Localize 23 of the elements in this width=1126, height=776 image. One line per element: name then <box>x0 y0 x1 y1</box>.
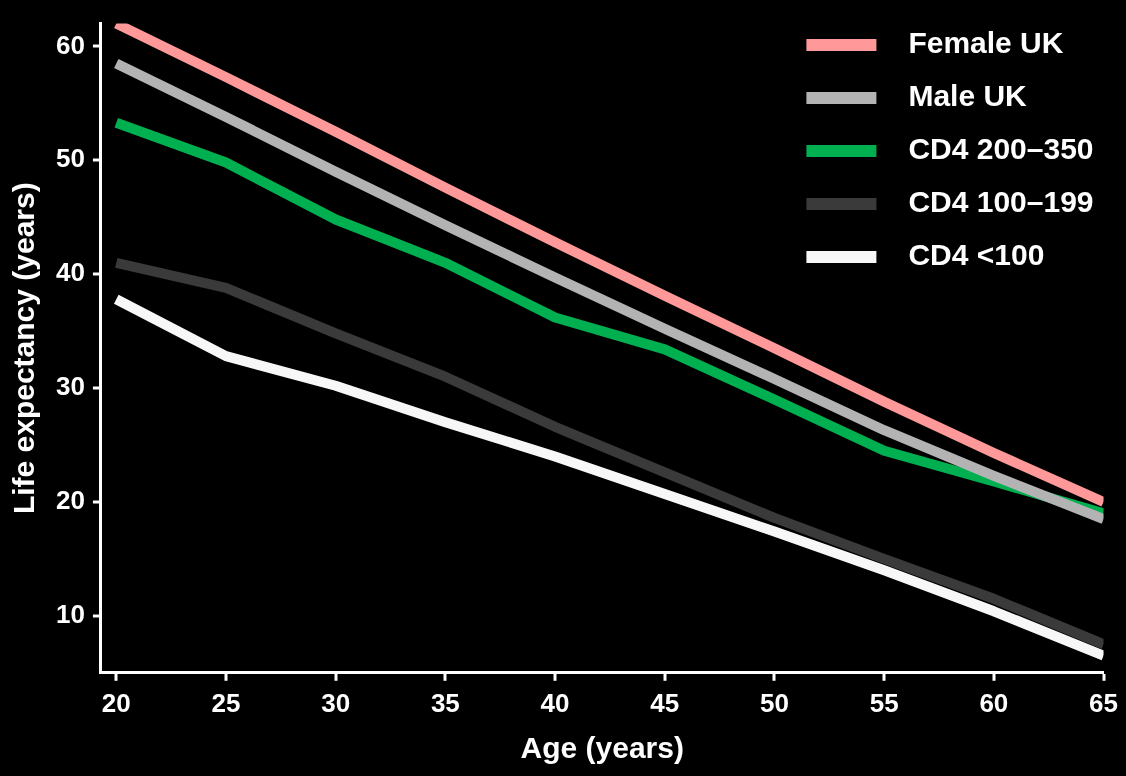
x-tick-label: 55 <box>869 687 899 718</box>
legend-label: Male UK <box>908 79 1028 113</box>
x-tick-label: 30 <box>321 687 351 718</box>
x-axis-title: Age (years) <box>520 731 684 765</box>
y-tick-label: 20 <box>56 485 85 516</box>
legend-label: CD4 <100 <box>908 238 1045 272</box>
x-tick-label: 20 <box>101 687 131 718</box>
x-tick-label: 50 <box>759 687 789 718</box>
x-tick-label: 65 <box>1089 687 1118 718</box>
legend-label: CD4 100–199 <box>908 185 1094 219</box>
y-tick-label: 60 <box>56 29 85 60</box>
y-tick-label: 30 <box>56 371 85 402</box>
x-tick-label: 35 <box>430 687 460 718</box>
x-tick-label: 40 <box>540 687 570 718</box>
y-tick-label: 40 <box>56 257 85 288</box>
y-tick-label: 10 <box>56 599 85 630</box>
y-tick-label: 50 <box>56 143 85 174</box>
legend-label: Female UK <box>908 26 1064 60</box>
x-tick-label: 25 <box>211 687 241 718</box>
x-tick-label: 60 <box>979 687 1009 718</box>
y-axis-title: Life expectancy (years) <box>7 182 41 515</box>
x-tick-label: 45 <box>650 687 680 718</box>
legend-label: CD4 200–350 <box>908 132 1094 166</box>
